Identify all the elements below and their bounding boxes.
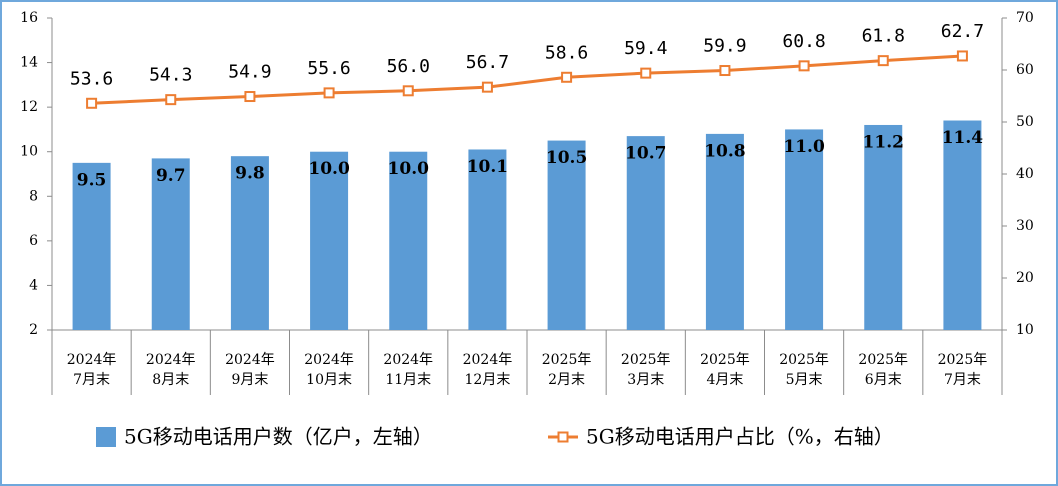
bar-label: 9.5: [77, 170, 107, 190]
line-label: 58.6: [545, 42, 588, 63]
legend-label: 5G移动电话用户数（亿户，左轴）: [124, 425, 433, 449]
bar: [468, 149, 507, 330]
y-tick-label: 2: [29, 322, 38, 338]
x-tick-label: 2025年 6月末: [858, 352, 908, 388]
line-marker: [244, 91, 256, 103]
y2-tick-label: 60: [1016, 62, 1034, 78]
bar-label: 9.8: [235, 164, 265, 184]
y-tick-label: 14: [20, 55, 38, 71]
y2-tick-label: 70: [1016, 10, 1034, 26]
bar: [72, 162, 111, 330]
line-label: 55.6: [307, 58, 350, 79]
bar-label: 10.7: [625, 144, 666, 164]
y2-tick-label: 40: [1016, 166, 1034, 182]
x-tick-label: 2025年 7月末: [938, 352, 988, 388]
bar: [230, 156, 269, 330]
bar: [785, 129, 824, 330]
x-tick-label: 2025年 3月末: [621, 352, 671, 388]
y2-tick-label: 30: [1016, 218, 1034, 234]
y-tick-label: 16: [20, 10, 38, 26]
bar: [864, 124, 903, 330]
line-marker: [798, 60, 810, 72]
y-tick-label: 6: [29, 233, 38, 249]
bar: [943, 120, 982, 330]
bar-label: 9.7: [156, 166, 186, 186]
line-marker: [877, 55, 889, 67]
bar: [705, 133, 744, 330]
line-marker: [481, 81, 493, 93]
line-label: 59.4: [624, 38, 667, 59]
y2-tick-label: 20: [1016, 270, 1034, 286]
line-marker: [956, 50, 968, 62]
bar-label: 10.0: [388, 159, 430, 179]
x-tick-label: 2025年 2月末: [542, 352, 592, 388]
y-tick-label: 12: [20, 99, 38, 115]
line-label: 56.0: [387, 56, 430, 77]
line-label: 59.9: [703, 36, 746, 57]
x-tick-label: 2024年 10月末: [304, 352, 354, 388]
legend-marker: [557, 431, 569, 443]
y-tick-label: 8: [29, 188, 38, 204]
x-tick-label: 2025年 5月末: [779, 352, 829, 388]
line-marker: [86, 97, 98, 109]
line-marker: [719, 65, 731, 77]
bar-label: 11.4: [942, 128, 984, 148]
line-label: 60.8: [782, 31, 825, 52]
y2-tick-label: 50: [1016, 114, 1034, 130]
line-label: 61.8: [862, 26, 905, 47]
x-tick-label: 2024年 12月末: [463, 352, 513, 388]
bar-label: 10.0: [308, 159, 350, 179]
x-tick-label: 2024年 11月末: [383, 352, 433, 388]
bar: [547, 140, 586, 330]
x-tick-label: 2024年 9月末: [225, 352, 275, 388]
line: [91, 54, 963, 105]
line-marker: [640, 67, 652, 79]
x-tick-label: 2024年 7月末: [67, 352, 117, 388]
bar: [389, 151, 428, 330]
line-marker: [165, 94, 177, 106]
y-tick-label: 10: [20, 144, 38, 160]
line-label: 54.9: [228, 62, 271, 83]
bar-label: 10.8: [704, 141, 745, 161]
bar-label: 11.0: [783, 137, 825, 157]
legend-swatch: [96, 427, 116, 447]
bar-label: 10.1: [467, 157, 508, 177]
y2-tick-label: 10: [1016, 322, 1034, 338]
legend-label: 5G移动电话用户占比（%，右轴）: [586, 425, 894, 449]
bar-label: 11.2: [863, 132, 904, 152]
line-label: 54.3: [149, 65, 192, 86]
x-tick-label: 2025年 4月末: [700, 352, 750, 388]
line-marker: [561, 71, 573, 83]
line-marker: [402, 85, 414, 97]
bar: [310, 151, 349, 330]
y-tick-label: 4: [29, 277, 38, 293]
line-marker: [323, 87, 335, 99]
line-label: 56.7: [466, 52, 509, 73]
bar: [151, 158, 190, 330]
x-tick-label: 2024年 8月末: [146, 352, 196, 388]
line-label: 53.6: [70, 68, 113, 89]
bar: [626, 136, 665, 330]
line-label: 62.7: [941, 21, 984, 42]
bar-label: 10.5: [546, 148, 587, 168]
